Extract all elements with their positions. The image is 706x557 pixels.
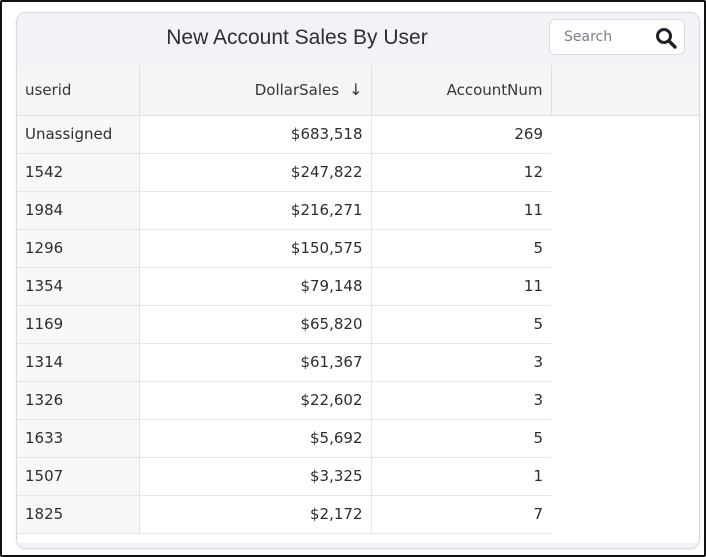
table-row[interactable]: 1825 $2,172 7	[17, 495, 699, 534]
cell-filler	[551, 457, 699, 495]
sort-descending-icon[interactable]: ↓	[349, 80, 363, 100]
cell-userid: 1354	[17, 267, 140, 306]
search-input[interactable]	[558, 24, 660, 50]
cell-accountnum: 11	[371, 267, 551, 306]
table-row[interactable]: 1169 $65,820 5	[17, 305, 699, 344]
column-header-filler	[551, 65, 699, 116]
cell-filler	[551, 191, 699, 229]
column-header-label: DollarSales	[254, 81, 340, 100]
cell-dollarsales: $150,575	[139, 229, 372, 268]
cell-dollarsales: $216,271	[139, 191, 372, 230]
column-header-label: userid	[25, 80, 72, 99]
table-row[interactable]: 1326 $22,602 3	[17, 381, 699, 420]
cell-dollarsales: $2,172	[139, 495, 372, 534]
table-row[interactable]: 1984 $216,271 11	[17, 191, 699, 230]
cell-accountnum: 7	[371, 495, 551, 534]
cell-dollarsales: $65,820	[139, 305, 372, 344]
cell-dollarsales: $247,822	[139, 153, 372, 192]
cell-accountnum: 5	[371, 305, 551, 344]
cell-accountnum: 269	[371, 115, 551, 154]
cell-accountnum: 11	[371, 191, 551, 230]
cell-accountnum: 3	[371, 343, 551, 382]
table-header-row: userid DollarSales ↓ AccountNum	[17, 65, 699, 116]
column-header-userid[interactable]: userid	[17, 65, 140, 116]
cell-userid: 1326	[17, 381, 140, 420]
column-header-label: AccountNum	[446, 80, 543, 99]
cell-filler	[551, 381, 699, 419]
cell-userid: Unassigned	[17, 115, 140, 154]
cell-userid: 1825	[17, 495, 140, 534]
cell-filler	[551, 419, 699, 457]
cell-dollarsales: $3,325	[139, 457, 372, 496]
widget-header: New Account Sales By User	[17, 13, 699, 66]
cell-filler	[551, 305, 699, 343]
cell-dollarsales: $79,148	[139, 267, 372, 306]
table-row[interactable]: 1542 $247,822 12	[17, 153, 699, 192]
sales-table-widget: New Account Sales By User userid	[16, 12, 700, 549]
cell-userid: 1296	[17, 229, 140, 268]
search-icon[interactable]	[654, 26, 678, 50]
cell-accountnum: 5	[371, 229, 551, 268]
table-footer-bar	[17, 543, 699, 548]
cell-userid: 1542	[17, 153, 140, 192]
table-row[interactable]: 1354 $79,148 11	[17, 267, 699, 306]
table-row[interactable]: 1633 $5,692 5	[17, 419, 699, 458]
cell-filler	[551, 153, 699, 191]
cell-filler	[551, 267, 699, 305]
cell-userid: 1314	[17, 343, 140, 382]
sales-table: userid DollarSales ↓ AccountNum Unassigne…	[17, 65, 699, 534]
cell-filler	[551, 343, 699, 381]
cell-userid: 1633	[17, 419, 140, 458]
cell-filler	[551, 115, 699, 153]
cell-accountnum: 5	[371, 419, 551, 458]
cell-userid: 1507	[17, 457, 140, 496]
table-row[interactable]: 1507 $3,325 1	[17, 457, 699, 496]
column-header-dollarsales[interactable]: DollarSales ↓	[139, 65, 372, 116]
table-row[interactable]: Unassigned $683,518 269	[17, 115, 699, 154]
table-row[interactable]: 1296 $150,575 5	[17, 229, 699, 268]
cell-filler	[551, 495, 699, 533]
cell-userid: 1984	[17, 191, 140, 230]
table-row[interactable]: 1314 $61,367 3	[17, 343, 699, 382]
cell-dollarsales: $61,367	[139, 343, 372, 382]
cell-dollarsales: $683,518	[139, 115, 372, 154]
cell-accountnum: 12	[371, 153, 551, 192]
cell-accountnum: 1	[371, 457, 551, 496]
cell-dollarsales: $5,692	[139, 419, 372, 458]
cell-filler	[551, 229, 699, 267]
search-box[interactable]	[549, 19, 685, 55]
widget-title: New Account Sales By User	[166, 26, 428, 49]
cell-userid: 1169	[17, 305, 140, 344]
cell-accountnum: 3	[371, 381, 551, 420]
cell-dollarsales: $22,602	[139, 381, 372, 420]
column-header-accountnum[interactable]: AccountNum	[371, 65, 552, 116]
